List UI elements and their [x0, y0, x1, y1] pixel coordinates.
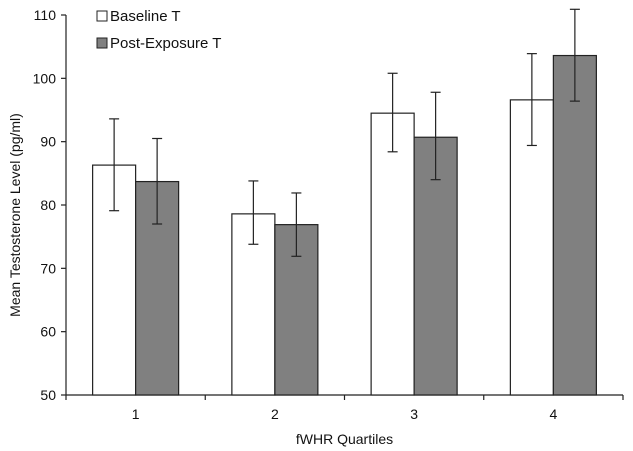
x-tick-label: 4 [549, 406, 557, 422]
legend-swatch-post-exposure [96, 37, 108, 49]
bars [92, 54, 597, 396]
bar-baseline [509, 99, 554, 396]
bar-post-exposure [552, 54, 597, 396]
x-ticks: 1 2 3 4 [65, 395, 624, 422]
legend-label-post-exposure: Post-Exposure T [110, 35, 221, 52]
x-axis-title: fWHR Quartiles [296, 431, 393, 447]
y-axis-title: Mean Testosterone Level (pg/ml) [7, 113, 23, 317]
bar-baseline [370, 112, 415, 396]
error-bars [109, 8, 580, 257]
legend: Baseline T Post-Exposure T [96, 8, 221, 52]
legend-label-baseline: Baseline T [110, 8, 181, 25]
legend-swatch-baseline [96, 10, 108, 22]
x-tick-label: 2 [271, 406, 279, 422]
y-tick-label: 50 [40, 387, 56, 403]
y-tick-label: 110 [34, 7, 57, 23]
y-tick-label: 90 [40, 134, 56, 150]
y-tick-label: 60 [40, 324, 56, 340]
x-tick-label: 1 [132, 406, 140, 422]
y-tick-label: 70 [40, 260, 56, 276]
y-ticks: 50 60 70 80 90 100 110 [33, 7, 66, 403]
y-tick-label: 80 [40, 197, 56, 213]
x-tick-label: 3 [410, 406, 418, 422]
y-tick-label: 100 [33, 70, 57, 86]
